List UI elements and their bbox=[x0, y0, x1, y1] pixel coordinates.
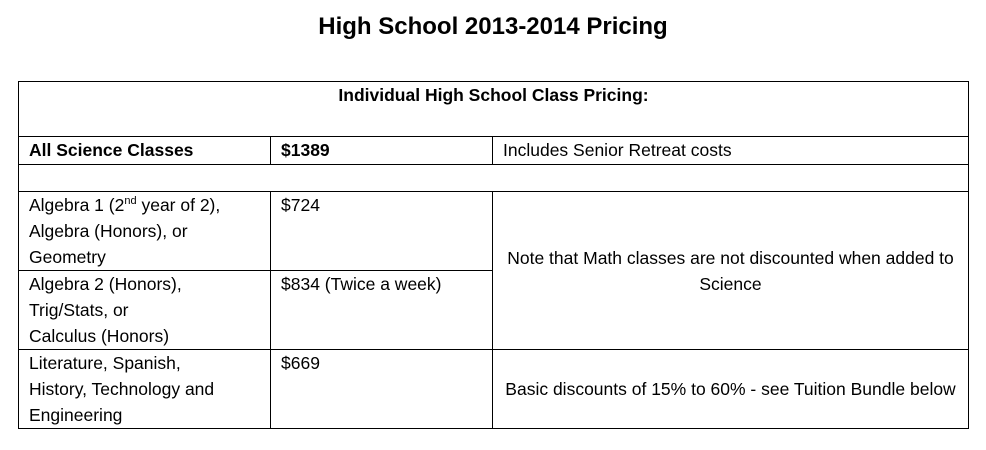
pricing-table: Individual High School Class Pricing: Al… bbox=[17, 81, 970, 429]
math2-label-line3: Calculus (Honors) bbox=[29, 326, 170, 346]
spacer-cell bbox=[17, 164, 970, 192]
science-note: Includes Senior Retreat costs bbox=[491, 136, 970, 165]
math2-price: $834 (Twice a week) bbox=[270, 270, 493, 350]
math2-label-line1: Algebra 2 (Honors), bbox=[29, 274, 182, 294]
table-header: Individual High School Class Pricing: bbox=[17, 81, 970, 137]
other-price: $669 bbox=[270, 349, 493, 429]
table-header-row: Individual High School Class Pricing: bbox=[17, 81, 970, 137]
other-note: Basic discounts of 15% to 60% - see Tuit… bbox=[491, 349, 970, 429]
science-label: All Science Classes bbox=[18, 136, 271, 165]
table-row-spacer bbox=[17, 164, 970, 192]
math2-label: Algebra 2 (Honors), Trig/Stats, or Calcu… bbox=[18, 270, 271, 350]
other-label-line2: History, Technology and bbox=[29, 379, 215, 399]
math-note: Note that Math classes are not discounte… bbox=[491, 191, 970, 350]
math1-label-line3: Geometry bbox=[29, 247, 106, 267]
math1-price: $724 bbox=[270, 191, 493, 271]
page-title: High School 2013-2014 Pricing bbox=[318, 13, 668, 40]
math1-label-line2: Algebra (Honors), or bbox=[29, 221, 188, 241]
table-row-other: Literature, Spanish, History, Technology… bbox=[18, 349, 970, 429]
math1-label-part2: year of 2), bbox=[136, 195, 221, 215]
other-label-line1: Literature, Spanish, bbox=[29, 353, 181, 373]
other-label-line3: Engineering bbox=[29, 405, 123, 425]
math1-label: Algebra 1 (2nd year of 2), Algebra (Hono… bbox=[18, 191, 271, 271]
other-label: Literature, Spanish, History, Technology… bbox=[18, 349, 271, 429]
table-row-math-2: Algebra 2 (Honors), Trig/Stats, or Calcu… bbox=[18, 270, 969, 350]
science-price: $1389 bbox=[270, 136, 493, 165]
math1-label-part1: Algebra 1 (2 bbox=[29, 195, 125, 215]
math1-label-sup: nd bbox=[124, 195, 137, 208]
table-row-math-1: Algebra 1 (2nd year of 2), Algebra (Hono… bbox=[18, 191, 970, 350]
table-row-science: All Science Classes $1389 Includes Senio… bbox=[18, 136, 970, 165]
math2-label-line2: Trig/Stats, or bbox=[29, 300, 129, 320]
